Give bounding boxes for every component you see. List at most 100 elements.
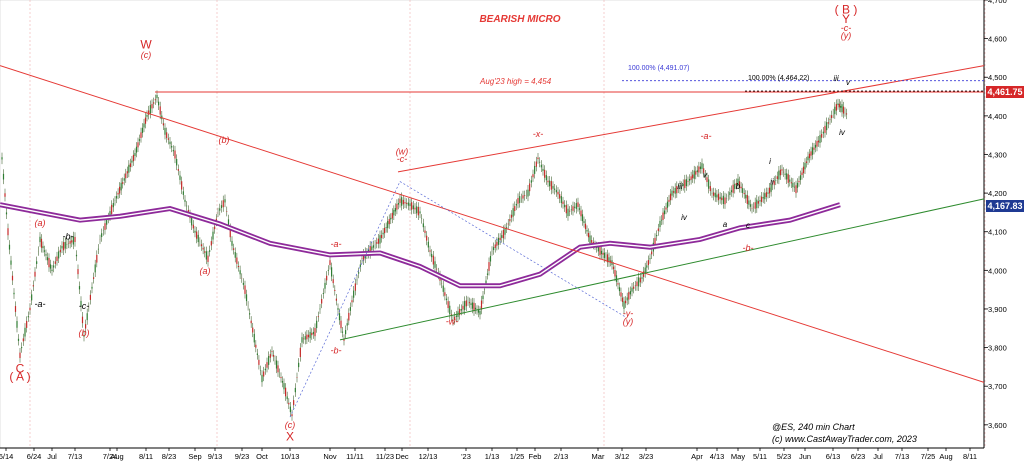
wave-label: -a- (331, 239, 342, 249)
wave-label: Y (842, 12, 850, 26)
wave-label: -a- (701, 131, 712, 141)
y-tick-label: 4,600 (988, 35, 1007, 44)
x-tick-label: 5/11 (753, 452, 767, 461)
x-tick-label: Jul (47, 452, 57, 461)
wave-label: X (286, 429, 294, 443)
minor-wave-label: a (723, 220, 728, 229)
minor-wave-label: iii (833, 74, 839, 83)
minor-wave-label: c (746, 221, 750, 230)
x-tick-label: Jul (873, 452, 883, 461)
wave-label: (b) (219, 135, 230, 145)
x-tick-label: Aug (939, 452, 952, 461)
x-tick-label: 4/13 (710, 452, 725, 461)
wave-label: -x- (533, 129, 544, 139)
minor-wave-label: v (703, 171, 708, 180)
x-tick-label: Aug (110, 452, 123, 461)
trendline-up-red (397, 65, 985, 173)
x-tick-label: 7/13 (68, 452, 83, 461)
minor-wave-label: i (769, 157, 771, 166)
y-tick-label: 4,100 (988, 228, 1007, 237)
swing-connector (289, 181, 626, 418)
moving-average-inner (0, 204, 841, 287)
x-tick-label: '23 (461, 452, 471, 461)
x-tick-label: 6/24 (27, 452, 42, 461)
minor-wave-label: v (846, 78, 851, 87)
x-tick-label: 1/13 (485, 452, 500, 461)
trendline-up-green (339, 198, 985, 341)
x-tick-label: 6/14 (0, 452, 13, 461)
y-tick-label: 4,000 (988, 266, 1007, 275)
x-tick-label: Nov (323, 452, 337, 461)
wave-label: -b- (331, 345, 342, 355)
wave-label: -c- (397, 154, 408, 164)
minor-wave-label: b (736, 182, 741, 191)
y-tick-label: 4,200 (988, 189, 1007, 198)
x-tick-label: 12/13 (419, 452, 438, 461)
copyright-text: (c) www.CastAwayTrader.com, 2023 (772, 434, 917, 444)
wave-label: (c) (285, 420, 296, 430)
y-tick-label: 3,700 (988, 382, 1007, 391)
wave-label: W (140, 37, 152, 51)
y-tick-label: 4,500 (988, 73, 1007, 82)
x-tick-label: Oct (256, 452, 269, 461)
wave-label: -b- (743, 243, 754, 253)
x-tick-label: 7/13 (895, 452, 910, 461)
x-tick-label: 9/13 (208, 452, 223, 461)
x-tick-label: 7/24 (103, 452, 118, 461)
x-tick-label: Dec (395, 452, 409, 461)
x-tick-label: 3/12 (615, 452, 630, 461)
wave-label: -w- (446, 316, 459, 326)
wave-label: (c) (141, 50, 152, 60)
wave-label: ( B ) (835, 3, 858, 17)
y-tick-label: 3,900 (988, 305, 1007, 314)
x-tick-label: 8/23 (162, 452, 177, 461)
x-tick-label: 6/23 (851, 452, 866, 461)
y-tick-label: 3,600 (988, 421, 1007, 430)
x-tick-label: Apr (691, 452, 703, 461)
x-tick-label: Sep (188, 452, 201, 461)
x-tick-label: Mar (592, 452, 605, 461)
trendline-down-red (0, 65, 985, 383)
wave-label: (y) (841, 31, 852, 41)
minor-wave-label: iv (681, 213, 688, 222)
x-tick-label: 8/11 (139, 452, 153, 461)
wave-label: -a- (35, 299, 46, 309)
x-tick-label: 5/23 (777, 452, 792, 461)
wave-label: -c- (79, 301, 90, 311)
wave-label: (w) (396, 146, 409, 156)
x-tick-label: 1/25 (510, 452, 525, 461)
instrument-caption: @ES, 240 min Chart (772, 422, 855, 432)
wave-label: (y) (623, 316, 634, 326)
wave-label: C (16, 362, 25, 376)
x-tick-label: 2/13 (554, 452, 569, 461)
x-tick-label: 11/11 (346, 452, 364, 461)
wave-label: (a) (35, 218, 46, 228)
x-tick-label: 8/11 (963, 452, 977, 461)
fib-extension-blue-label: 100.00% (4,491.07) (628, 65, 690, 72)
x-tick-label: 7/25 (921, 452, 936, 461)
price-tag-moving-average: 4,167.83 (986, 199, 1024, 212)
fib-extension-black-label: 100.00% (4,464.22) (748, 75, 810, 82)
wave-label: -b- (63, 231, 74, 241)
wave-label: -c- (841, 23, 852, 33)
x-tick-label: 9/23 (235, 452, 250, 461)
chart-title: BEARISH MICRO (479, 14, 560, 25)
x-tick-label: 11/23 (376, 452, 394, 461)
price-tag-aug-high: 4,461.75 (986, 86, 1024, 98)
y-tick-label: 4,400 (988, 112, 1007, 121)
x-tick-label: May (731, 452, 745, 461)
x-tick-label: 10/13 (281, 452, 300, 461)
wave-label: -y- (623, 309, 634, 319)
wave-label: (a) (200, 266, 211, 276)
x-tick-label: Feb (529, 452, 542, 461)
wave-label: (b) (79, 328, 90, 338)
wave-label: ( A ) (9, 369, 30, 383)
minor-wave-label: iv (839, 128, 846, 137)
minor-wave-label: ii (770, 178, 774, 187)
x-tick-label: 3/23 (639, 452, 654, 461)
minor-wave-label: iii (677, 182, 683, 191)
y-tick-label: 4,300 (988, 150, 1007, 159)
aug-high-annotation: Aug'23 high = 4,454 (479, 77, 552, 86)
